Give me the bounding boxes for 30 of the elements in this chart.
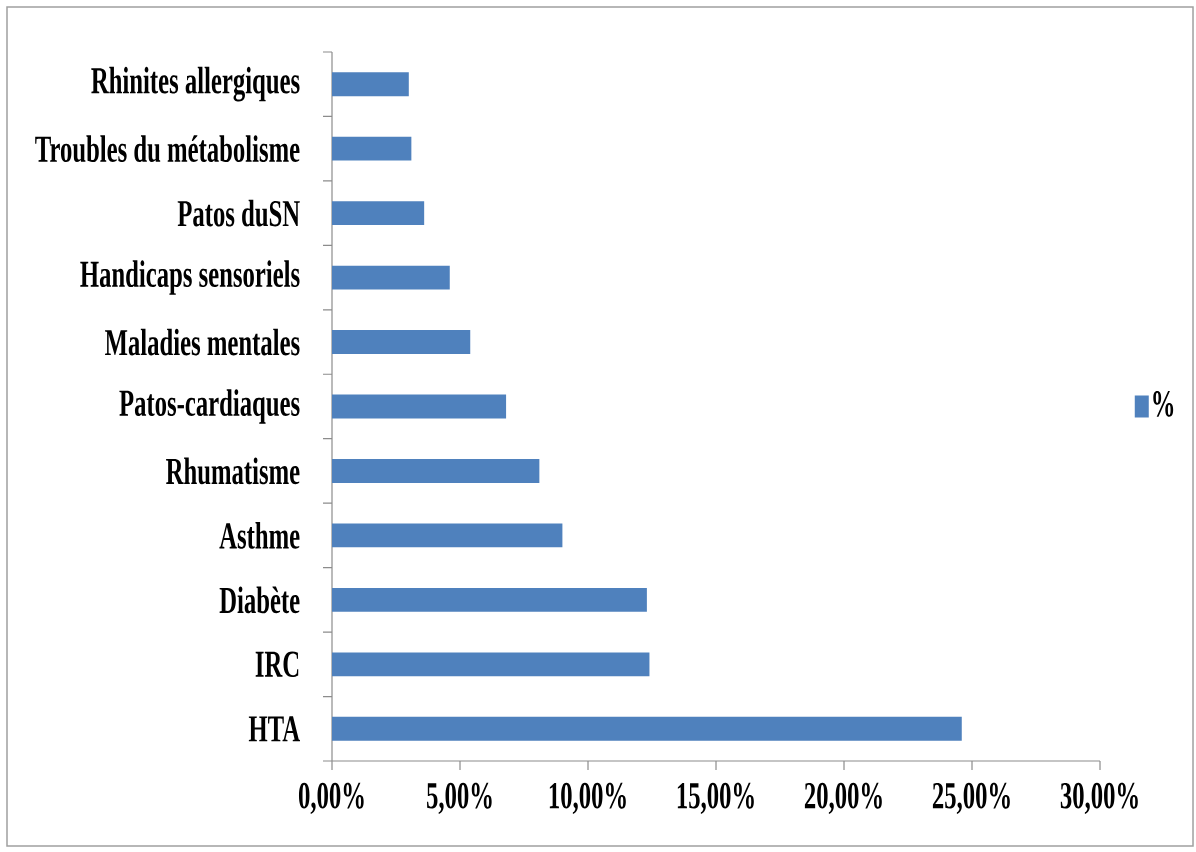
y-tick-label: Handicaps sensoriels	[80, 260, 300, 295]
x-tick-label: 25,00%	[932, 782, 1010, 815]
x-tick-label: 10,00%	[549, 782, 626, 815]
y-tick-label: Maladies mentales	[105, 328, 300, 356]
bar	[332, 394, 507, 419]
y-tick-label: Rhumatisme	[166, 457, 300, 485]
y-tick-label: Patos duSN	[177, 199, 300, 227]
y-tick-label: Patos-cardiaques	[119, 389, 300, 424]
y-tick-label: Diabète	[219, 586, 300, 614]
y-tick-label: Troubles du métabolisme	[35, 135, 300, 163]
bar	[332, 136, 412, 161]
bar	[332, 587, 647, 612]
y-tick-label: Asthme	[219, 522, 300, 549]
y-tick-label: Rhinites allergiques	[91, 66, 300, 102]
bar	[332, 201, 425, 226]
bar	[332, 652, 650, 677]
x-tick-label: 20,00%	[804, 782, 882, 815]
bar	[332, 265, 450, 290]
bar	[332, 459, 540, 483]
x-tick-label: 0,00%	[298, 782, 364, 815]
bar	[332, 330, 471, 354]
x-tick-label: 30,00%	[1060, 782, 1138, 815]
y-tick-label: IRC	[255, 651, 299, 678]
bar	[332, 523, 563, 548]
legend-label: %	[1153, 391, 1174, 417]
bar	[332, 716, 962, 741]
bar	[332, 72, 409, 97]
y-tick-label: HTA	[248, 716, 300, 742]
x-tick-label: 5,00%	[427, 782, 492, 815]
x-tick-label: 15,00%	[677, 782, 754, 815]
